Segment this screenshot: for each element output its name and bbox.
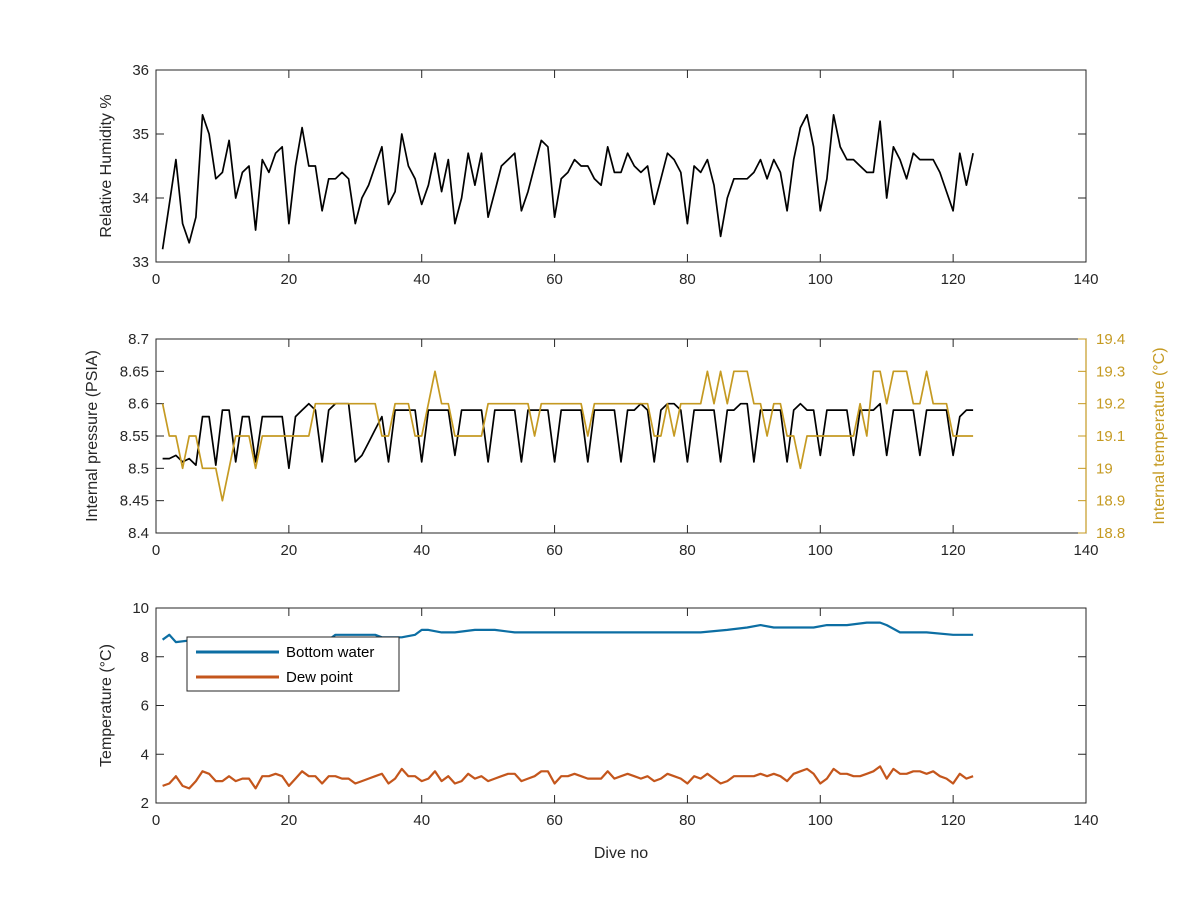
x-tick-label: 20 [281,812,298,829]
y2-tick-label: 19.4 [1096,331,1125,348]
x-tick-label: 120 [941,271,966,288]
x-tick-label: 100 [808,812,833,829]
y2-tick-label: 18.8 [1096,525,1125,542]
x-tick-label: 40 [413,542,430,559]
x-tick-label: 60 [546,812,563,829]
y-tick-label: 33 [132,254,149,271]
x-tick-label: 100 [808,542,833,559]
y-tick-label: 8 [141,649,149,666]
x-tick-label: 100 [808,271,833,288]
y-tick-label: 8.6 [128,396,149,413]
legend-box [186,636,400,692]
series-line-0 [162,402,974,470]
x-tick-label: 120 [941,812,966,829]
y-axis-label: Relative Humidity % [98,94,115,237]
y-tick-label: 2 [141,795,149,812]
temperature-panel: 0 20 40 60 80 100 120 140 2 4 6 8 10 Temperature (°C)… [98,600,1099,862]
humidity-panel: 0 20 40 60 80 100 120 140 33 34 35 36 Relative Humid… [98,62,1099,288]
y-tick-label: 8.5 [128,460,149,477]
x-tick-label: 0 [152,812,160,829]
y-tick-label: 6 [141,698,149,715]
y-tick-label: 8.45 [120,493,149,510]
y2-tick-label: 19.3 [1096,363,1125,380]
x-axis-label: Dive no [594,845,648,862]
x-tick-label: 0 [152,271,160,288]
x-tick-label: 0 [152,542,160,559]
y-tick-label: 8.55 [120,428,149,445]
x-tick-label: 60 [546,542,563,559]
y-axis-label: Internal pressure (PSIA) [84,350,101,522]
y2-axis-label: Internal temperature (°C) [1151,347,1168,524]
y2-tick-label: 18.9 [1096,493,1125,510]
pressure-temperature-panel: 0 20 40 60 80 100 120 140 8.4 8.45 8.5 8.55 8.6 8.65 8… [84,331,1168,559]
axes-frame [155,69,1087,263]
legend-label-0: Bottom water [286,644,374,661]
y-tick-label: 4 [141,746,149,763]
x-tick-label: 40 [413,812,430,829]
y2-tick-label: 19 [1096,460,1113,477]
x-tick-label: 120 [941,542,966,559]
x-tick-label: 140 [1073,271,1098,288]
y-axis-label: Temperature (°C) [98,644,115,767]
y2-tick-label: 19.2 [1096,396,1125,413]
y-tick-label: 34 [132,190,149,207]
x-tick-label: 140 [1073,812,1098,829]
x-tick-label: 80 [679,812,696,829]
legend-label-1: Dew point [286,669,354,686]
legend: Bottom water Dew point [186,636,400,692]
y2-tick-label: 19.1 [1096,428,1125,445]
y-tick-label: 8.4 [128,525,149,542]
x-tick-label: 40 [413,271,430,288]
y-tick-label: 36 [132,62,149,79]
y-tick-label: 8.65 [120,363,149,380]
series-line-1 [162,765,974,790]
x-tick-label: 20 [281,271,298,288]
x-tick-label: 20 [281,542,298,559]
x-tick-label: 80 [679,271,696,288]
series-line-0 [161,113,974,250]
series-line-1 [161,370,974,502]
y-tick-label: 35 [132,126,149,143]
x-tick-label: 80 [679,542,696,559]
x-tick-label: 60 [546,271,563,288]
x-tick-label: 140 [1073,542,1098,559]
y-tick-label: 8.7 [128,331,149,348]
y-tick-label: 10 [132,600,149,617]
